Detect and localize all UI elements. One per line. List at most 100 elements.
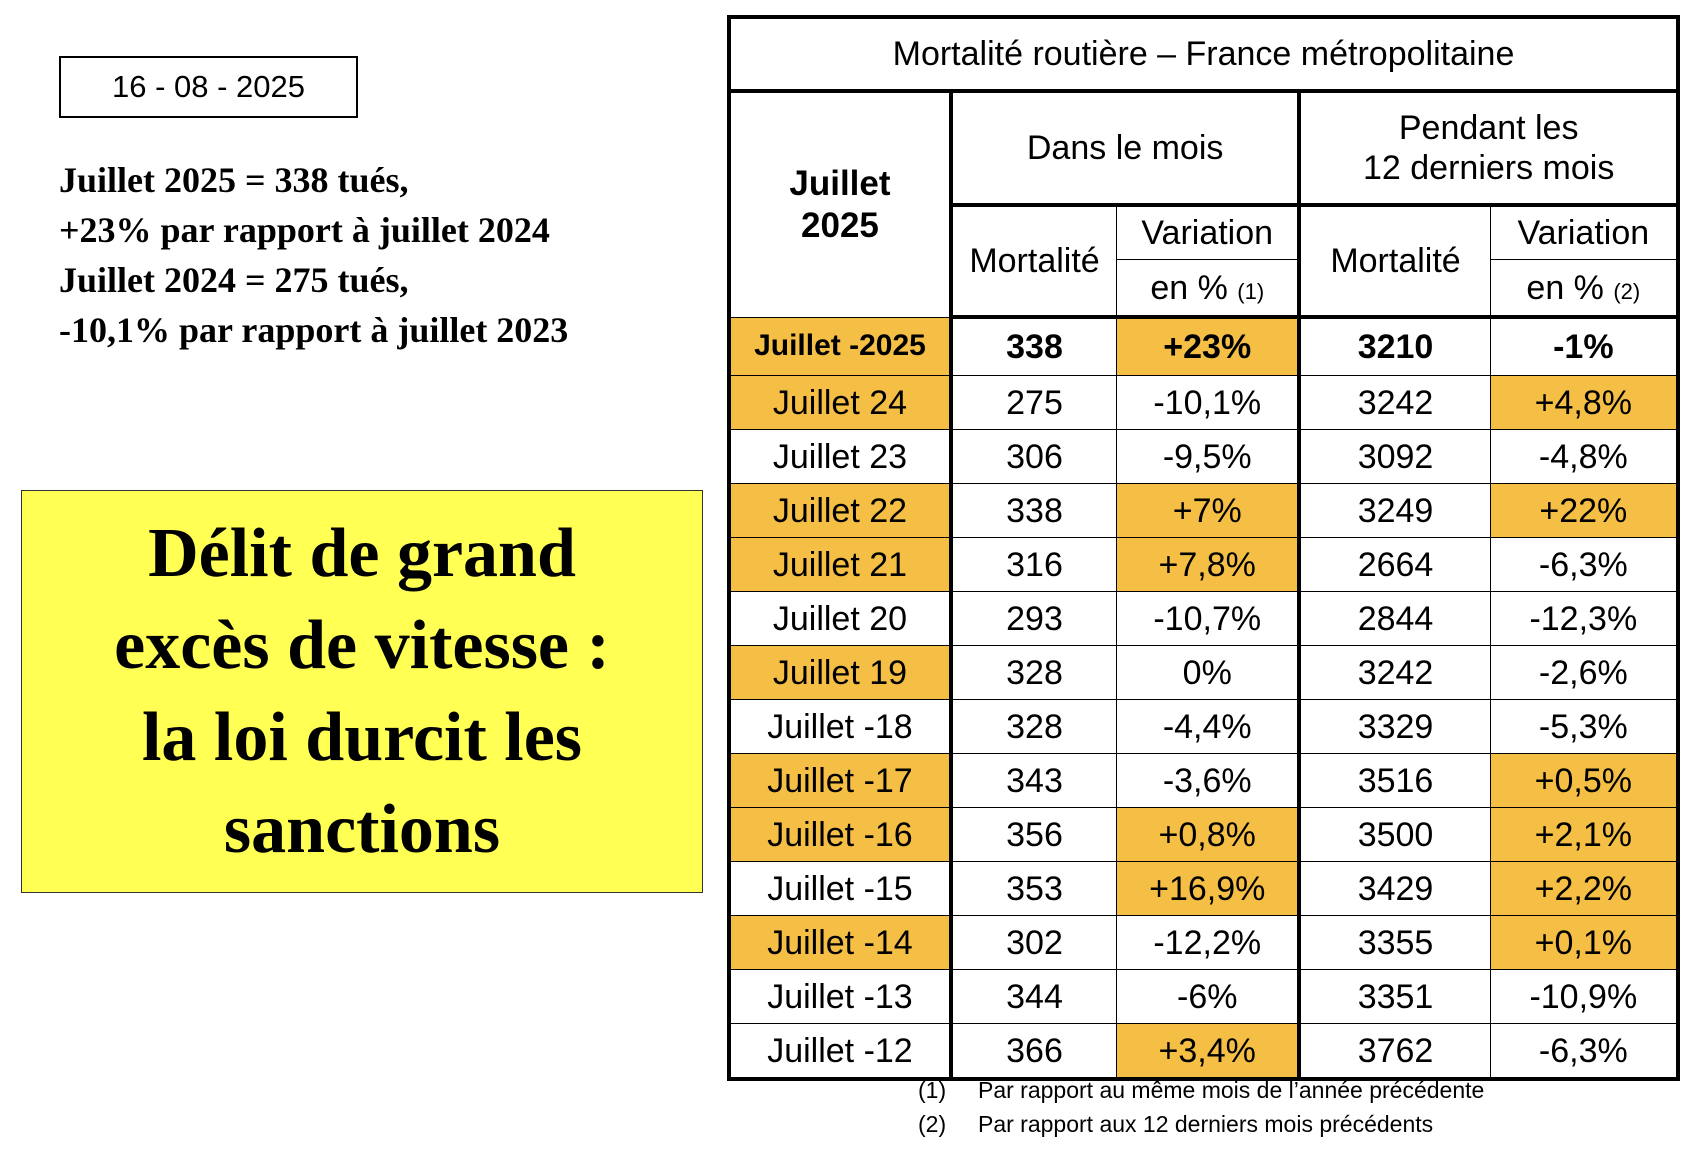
variation-cell: -10,7% [1116, 591, 1302, 646]
table-row: Juillet -17 343 -3,6% 3516 +0,5% [728, 753, 1679, 808]
col-header-en-pct-12: en % (2) [1489, 259, 1679, 319]
group-header-12-months: Pendant les 12 derniers mois [1298, 90, 1679, 207]
month-cell: Juillet 23 [728, 429, 953, 484]
table-row: Juillet -12 366 +3,4% 3762 -6,3% [728, 1023, 1679, 1080]
mortalite-12-cell: 3429 [1298, 861, 1491, 916]
variation-12-cell: -1% [1489, 316, 1679, 376]
mortalite-cell: 328 [950, 645, 1118, 700]
col-header-mortalite-12: Mortalité [1298, 204, 1491, 319]
month-cell: Juillet -14 [728, 915, 953, 970]
mortalite-cell: 344 [950, 969, 1118, 1024]
footnote-number: (1) [918, 1076, 947, 1103]
table-row: Juillet 23 306 -9,5% 3092 -4,8% [728, 429, 1679, 484]
headline-line: Délit de grand [148, 514, 576, 592]
footnote-text: Par rapport au même mois de l’année préc… [978, 1076, 1485, 1103]
mortalite-12-cell: 3092 [1298, 429, 1491, 484]
variation-cell: -10,1% [1116, 375, 1302, 430]
variation-12-cell: -6,3% [1489, 1023, 1679, 1080]
table-row: Juillet -14 302 -12,2% 3355 +0,1% [728, 915, 1679, 970]
col-header-variation: Variation [1116, 204, 1302, 260]
mortalite-cell: 293 [950, 591, 1118, 646]
month-header-line: 2025 [801, 205, 879, 245]
col-header-mortalite: Mortalité [950, 204, 1118, 319]
headline-line: sanctions [223, 790, 501, 868]
mortalite-cell: 275 [950, 375, 1118, 430]
table-row: Juillet 21 316 +7,8% 2664 -6,3% [728, 537, 1679, 592]
mortalite-12-cell: 3242 [1298, 645, 1491, 700]
mortalite-12-cell: 3355 [1298, 915, 1491, 970]
headline-line: la loi durcit les [141, 698, 583, 776]
col-header-en-pct: en % (1) [1116, 259, 1302, 319]
summary-line: Juillet 2025 = 338 tués, [59, 160, 409, 200]
table-row: Juillet 24 275 -10,1% 3242 +4,8% [728, 375, 1679, 430]
note-marker-1: (1) [1237, 278, 1265, 304]
variation-12-cell: -6,3% [1489, 537, 1679, 592]
mortalite-12-cell: 3351 [1298, 969, 1491, 1024]
variation-cell: 0% [1116, 645, 1302, 700]
table-body: Juillet -2025 338 +23% 3210 -1% Juillet 24 275… [728, 316, 1679, 1080]
month-cell: Juillet 22 [728, 483, 953, 538]
summary-line: +23% par rapport à juillet 2024 [59, 210, 550, 250]
date-text: 16 - 08 - 2025 [111, 69, 306, 104]
footnote-number: (2) [918, 1110, 947, 1137]
variation-12-cell: +0,5% [1489, 753, 1679, 808]
variation-cell: +16,9% [1116, 861, 1302, 916]
mortalite-12-cell: 3242 [1298, 375, 1491, 430]
month-cell: Juillet -13 [728, 969, 953, 1024]
mortalite-12-cell: 3762 [1298, 1023, 1491, 1080]
mortalite-cell: 328 [950, 699, 1118, 754]
variation-12-cell: -4,8% [1489, 429, 1679, 484]
variation-12-cell: -2,6% [1489, 645, 1679, 700]
table-row: Juillet 20 293 -10,7% 2844 -12,3% [728, 591, 1679, 646]
month-header-line: Juillet [789, 163, 891, 203]
mortalite-cell: 316 [950, 537, 1118, 592]
mortalite-12-cell: 3516 [1298, 753, 1491, 808]
note-marker-2: (2) [1613, 278, 1641, 304]
mortalite-cell: 338 [950, 316, 1118, 376]
mortalite-cell: 353 [950, 861, 1118, 916]
date-box: 16 - 08 - 2025 [59, 56, 358, 118]
variation-cell: +23% [1116, 316, 1302, 376]
col-header-variation-12: Variation [1489, 204, 1679, 260]
table-row: Juillet -16 356 +0,8% 3500 +2,1% [728, 807, 1679, 862]
month-cell: Juillet -12 [728, 1023, 953, 1080]
table-row: Juillet 19 328 0% 3242 -2,6% [728, 645, 1679, 700]
footnotes: (1) Par rapport au même mois de l’année … [918, 1073, 1484, 1141]
mortalite-12-cell: 3249 [1298, 483, 1491, 538]
variation-cell: -12,2% [1116, 915, 1302, 970]
group-header-line: 12 derniers mois [1363, 149, 1615, 187]
variation-12-cell: +2,2% [1489, 861, 1679, 916]
summary-line: -10,1% par rapport à juillet 2023 [59, 310, 569, 350]
variation-12-cell: -5,3% [1489, 699, 1679, 754]
variation-cell: +7% [1116, 483, 1302, 538]
mortalite-cell: 302 [950, 915, 1118, 970]
summary-line: Juillet 2024 = 275 tués, [59, 260, 409, 300]
mortalite-cell: 343 [950, 753, 1118, 808]
summary-text: Juillet 2025 = 338 tués, +23% par rappor… [59, 155, 699, 355]
mortality-table: Mortalité routière – France métropolitai… [727, 15, 1680, 1081]
month-header: Juillet 2025 [728, 90, 953, 318]
mortalite-12-cell: 2664 [1298, 537, 1491, 592]
month-cell: Juillet -2025 [728, 316, 953, 376]
footnote: (1) Par rapport au même mois de l’année … [918, 1073, 1484, 1107]
table-row: Juillet -15 353 +16,9% 3429 +2,2% [728, 861, 1679, 916]
group-header-line: Pendant les [1398, 109, 1579, 147]
table-row: Juillet -2025 338 +23% 3210 -1% [728, 316, 1679, 376]
footnote: (2) Par rapport aux 12 derniers mois pré… [918, 1107, 1484, 1141]
variation-12-cell: +0,1% [1489, 915, 1679, 970]
mortalite-cell: 356 [950, 807, 1118, 862]
variation-12-cell: -12,3% [1489, 591, 1679, 646]
mortalite-12-cell: 2844 [1298, 591, 1491, 646]
mortalite-12-cell: 3500 [1298, 807, 1491, 862]
variation-cell: +0,8% [1116, 807, 1302, 862]
headline-line: excès de vitesse : [114, 606, 610, 684]
mortalite-12-cell: 3329 [1298, 699, 1491, 754]
group-header-month: Dans le mois [950, 90, 1302, 207]
table-title: Mortalité routière – France métropolitai… [728, 16, 1679, 93]
month-cell: Juillet -18 [728, 699, 953, 754]
footnote-text: Par rapport aux 12 derniers mois précéde… [978, 1110, 1434, 1137]
month-cell: Juillet 19 [728, 645, 953, 700]
month-cell: Juillet 21 [728, 537, 953, 592]
en-pct-label: en % [1526, 268, 1604, 307]
month-cell: Juillet 24 [728, 375, 953, 430]
